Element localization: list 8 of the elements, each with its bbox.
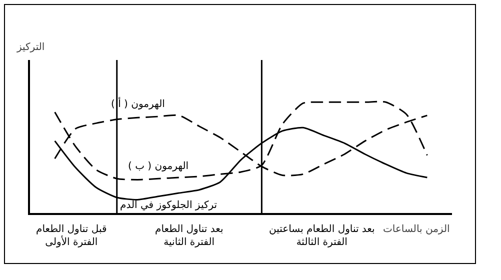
y-axis-title: التركيز <box>16 42 45 53</box>
text: بعد تناول الطعام الفترة الثانية <box>155 224 224 248</box>
text: بعد تناول الطعام بساعتين الفترة الثالثة <box>269 224 375 248</box>
series-label: الهرمون ( ب ) <box>128 161 189 172</box>
x-axis-title: الزمن بالساعات <box>383 224 450 235</box>
series-label: تركيز الجلوكوز في الدم <box>120 200 218 211</box>
series-label: الهرمون ( أ ) <box>111 97 165 110</box>
text: قبل تناول الطعام الفترة الأولى <box>36 224 107 248</box>
